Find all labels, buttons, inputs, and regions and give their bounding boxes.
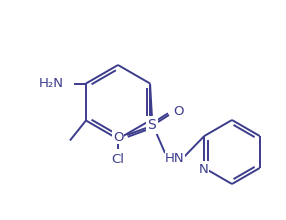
Text: HN: HN (165, 152, 185, 165)
Text: S: S (148, 118, 156, 132)
Text: O: O (113, 130, 123, 143)
Text: H₂N: H₂N (39, 77, 64, 90)
Text: N: N (198, 163, 208, 176)
Text: O: O (173, 104, 183, 117)
Text: Cl: Cl (112, 152, 124, 165)
